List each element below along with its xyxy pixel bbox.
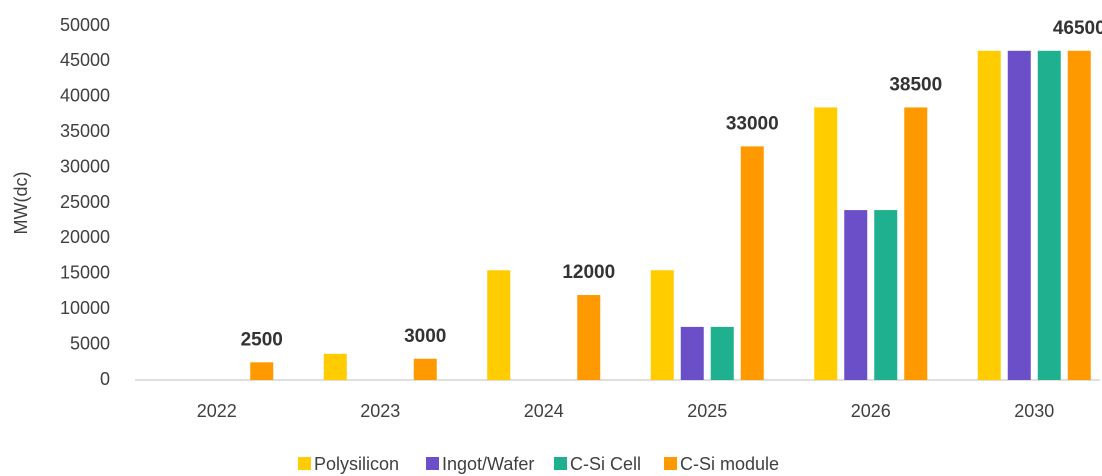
y-axis-label: MW(dc) [11, 172, 31, 235]
bar [250, 362, 274, 380]
x-tick-label: 2025 [687, 401, 727, 421]
y-tick-label: 45000 [60, 50, 110, 70]
value-label: 12000 [562, 262, 615, 283]
y-tick-label: 20000 [60, 227, 110, 247]
x-tick-label: 2030 [1014, 401, 1054, 421]
bar [1007, 50, 1031, 380]
bar [874, 210, 898, 380]
bar [740, 146, 764, 380]
bar [413, 358, 437, 380]
x-tick-label: 2024 [524, 401, 564, 421]
bar [487, 270, 511, 380]
bar [323, 353, 347, 380]
x-tick-label: 2022 [197, 401, 237, 421]
bar [1067, 50, 1091, 380]
bar [650, 270, 674, 380]
bar [904, 107, 928, 381]
bar [1037, 50, 1061, 380]
bar [680, 326, 704, 380]
legend-label: Polysilicon [314, 454, 399, 474]
legend-label: C-Si module [680, 454, 779, 474]
value-label: 2500 [241, 329, 283, 350]
y-tick-label: 35000 [60, 121, 110, 141]
legend-label: Ingot/Wafer [442, 454, 534, 474]
value-label: 33000 [726, 113, 779, 134]
y-tick-label: 5000 [70, 333, 110, 353]
y-tick-label: 10000 [60, 298, 110, 318]
y-tick-label: 0 [100, 369, 110, 389]
value-label: 38500 [889, 74, 942, 95]
legend-label: C-Si Cell [570, 454, 641, 474]
value-label: 3000 [404, 326, 446, 347]
y-tick-label: 50000 [60, 15, 110, 35]
y-tick-label: 40000 [60, 86, 110, 106]
x-tick-label: 2026 [851, 401, 891, 421]
y-tick-label: 25000 [60, 192, 110, 212]
bar [977, 50, 1001, 380]
legend-swatch [426, 457, 439, 470]
bar [577, 295, 601, 380]
x-tick-label: 2023 [360, 401, 400, 421]
y-tick-label: 30000 [60, 156, 110, 176]
legend-swatch [554, 457, 567, 470]
y-tick-label: 15000 [60, 263, 110, 283]
bar [710, 326, 734, 380]
legend-swatch [298, 457, 311, 470]
bar [844, 210, 868, 380]
legend-swatch [664, 457, 677, 470]
value-label: 46500 [1053, 18, 1102, 39]
bar [814, 107, 838, 381]
